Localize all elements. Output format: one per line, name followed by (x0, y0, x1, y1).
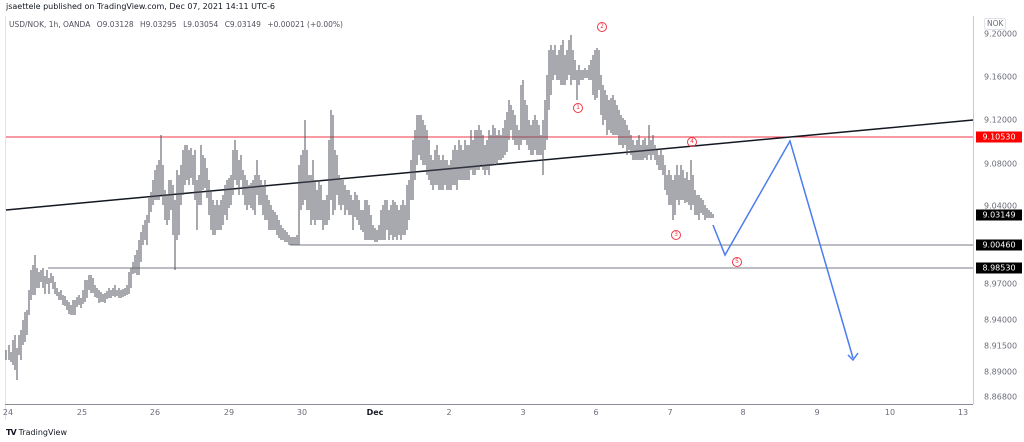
time-tick: 2 (446, 408, 452, 417)
wave-label-2[interactable]: 2 (597, 22, 607, 32)
time-tick: 29 (223, 408, 235, 417)
time-tick: 13 (957, 408, 969, 417)
symbol-legend[interactable]: USD/NOK, 1h, OANDA O9.03128 H9.03295 L9.… (9, 20, 347, 29)
ohlc-open: O9.03128 (96, 20, 134, 29)
price-tick: 9.20000 (984, 29, 1018, 39)
support-lower-price-tag: 8.98530 (976, 262, 1022, 274)
ohlc-close: C9.03149 (224, 20, 261, 29)
time-tick: 9 (814, 408, 820, 417)
wave-label-5[interactable]: 5 (732, 257, 742, 267)
price-bars (5, 35, 714, 380)
tradingview-logo-icon: TV (6, 428, 17, 437)
time-tick: 10 (884, 408, 896, 417)
projection-arrowhead (847, 352, 859, 362)
chart-frame (5, 16, 1024, 420)
support-upper-price-tag: 9.00460 (976, 239, 1022, 251)
time-tick: 30 (296, 408, 308, 417)
ohlc-change: +0.00021 (+0.00%) (267, 20, 343, 29)
time-tick: 3 (520, 408, 526, 417)
time-tick: 8 (740, 408, 746, 417)
projection-path[interactable] (712, 139, 854, 359)
resistance-price-tag: 9.10530 (976, 131, 1022, 143)
time-tick: 7 (667, 408, 673, 417)
ohlc-low: L9.03054 (183, 20, 219, 29)
price-tick: 8.86800 (984, 392, 1018, 402)
publisher-line: jsaettele published on TradingView.com, … (6, 2, 275, 11)
price-tick: 9.08000 (984, 159, 1018, 169)
price-tick: 9.04000 (984, 201, 1018, 211)
time-axis[interactable]: 24 25 26 29 30 Dec 2 3 6 7 8 9 10 13 (2, 404, 973, 421)
price-tick: 9.12000 (984, 115, 1018, 125)
price-tick: 8.97000 (984, 279, 1018, 289)
price-tick: 8.89000 (984, 367, 1018, 377)
time-tick: 24 (2, 408, 14, 417)
currency-badge[interactable]: NOK (984, 18, 1007, 30)
wave-label-3[interactable]: 3 (671, 230, 681, 240)
price-tick: 9.16000 (984, 72, 1018, 82)
time-tick: 26 (149, 408, 161, 417)
symbol-info: USD/NOK, 1h, OANDA (9, 20, 91, 29)
time-tick: 25 (76, 408, 88, 417)
time-tick-month: Dec (366, 408, 384, 417)
ohlc-high: H9.03295 (140, 20, 177, 29)
time-tick: 6 (593, 408, 599, 417)
wave-label-4[interactable]: 4 (687, 137, 697, 147)
price-tick: 8.94000 (984, 315, 1018, 325)
price-axis[interactable]: NOK 9.20000 9.16000 9.12000 9.08000 9.04… (973, 16, 1024, 404)
brand-name: TradingView (18, 428, 67, 437)
footer-branding[interactable]: TV TradingView (6, 428, 67, 437)
wave-label-1[interactable]: 1 (573, 103, 583, 113)
price-tick: 8.91500 (984, 341, 1018, 351)
last-price-tag: 9.03149 (976, 209, 1022, 221)
